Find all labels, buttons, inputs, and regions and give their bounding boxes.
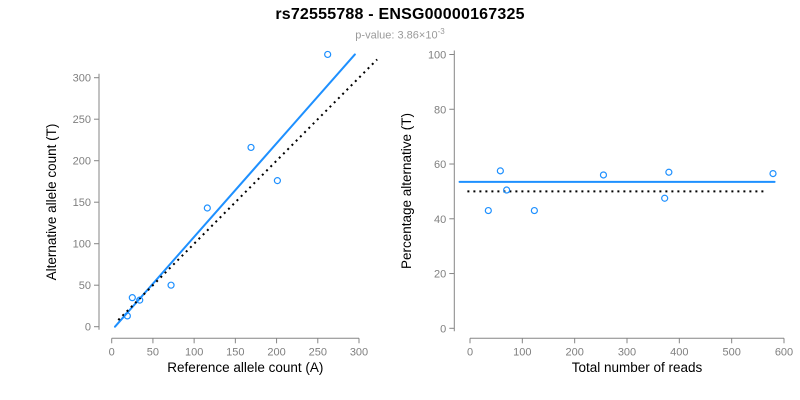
y-axis-tick-label: 200	[73, 156, 91, 168]
p-value-exponent: -3	[437, 27, 445, 36]
data-point	[599, 171, 608, 179]
data-point	[665, 168, 673, 176]
x-axis-tick-label: 0	[109, 346, 115, 358]
p-value-text: p-value: 3.86×10	[355, 29, 438, 42]
y-axis-tick-label: 20	[434, 269, 446, 281]
x-axis-tick-label: 600	[775, 346, 793, 358]
x-axis-tick-label: 500	[722, 346, 740, 358]
x-axis-tick-label: 0	[467, 346, 473, 358]
data-point	[324, 50, 332, 59]
data-point	[530, 206, 538, 215]
regression-line	[113, 53, 356, 328]
x-axis-title: Total number of reads	[572, 360, 703, 375]
y-axis-tick-label: 0	[85, 322, 91, 334]
data-point	[203, 204, 211, 212]
x-axis-tick-label: 300	[350, 346, 368, 358]
x-axis-tick-label: 200	[267, 346, 285, 358]
data-point	[247, 143, 255, 152]
y-axis-tick-label: 300	[73, 73, 91, 85]
x-axis-tick-label: 100	[513, 346, 531, 358]
y-axis-title: Percentage alternative (T)	[399, 113, 414, 269]
y-axis-tick-label: 0	[440, 323, 446, 335]
data-point	[167, 281, 175, 289]
x-axis-tick-label: 250	[309, 346, 327, 358]
x-axis-tick-label: 300	[618, 346, 636, 358]
data-point	[273, 177, 281, 185]
y-axis-tick-label: 100	[73, 239, 91, 251]
x-axis-title: Reference allele count (A)	[167, 360, 323, 375]
y-axis-tick-label: 100	[428, 50, 446, 62]
data-point	[136, 296, 144, 304]
data-point	[123, 312, 131, 320]
y-axis-tick-label: 250	[73, 114, 91, 126]
x-axis-tick-label: 50	[147, 346, 159, 358]
data-point	[128, 294, 136, 302]
identity-line	[117, 58, 378, 321]
data-point	[503, 186, 511, 194]
y-axis-tick-label: 50	[79, 280, 91, 292]
y-axis-tick-label: 80	[434, 104, 446, 116]
y-axis-tick-label: 40	[434, 214, 446, 226]
x-axis-tick-label: 200	[565, 346, 583, 358]
x-axis-tick-label: 150	[226, 346, 244, 358]
p-value-subtitle: p-value: 3.86×10-3	[0, 27, 800, 42]
y-axis-tick-label: 150	[73, 197, 91, 209]
data-point	[484, 206, 492, 215]
data-point	[661, 194, 669, 202]
page-title: rs72555788 - ENSG00000167325	[275, 6, 525, 23]
y-axis-tick-label: 60	[434, 159, 446, 171]
x-axis-tick-label: 400	[670, 346, 688, 358]
x-axis-tick-label: 100	[185, 346, 203, 358]
y-axis-title: Alternative allele count (T)	[44, 124, 59, 281]
data-point	[496, 167, 504, 175]
data-point	[769, 170, 777, 178]
